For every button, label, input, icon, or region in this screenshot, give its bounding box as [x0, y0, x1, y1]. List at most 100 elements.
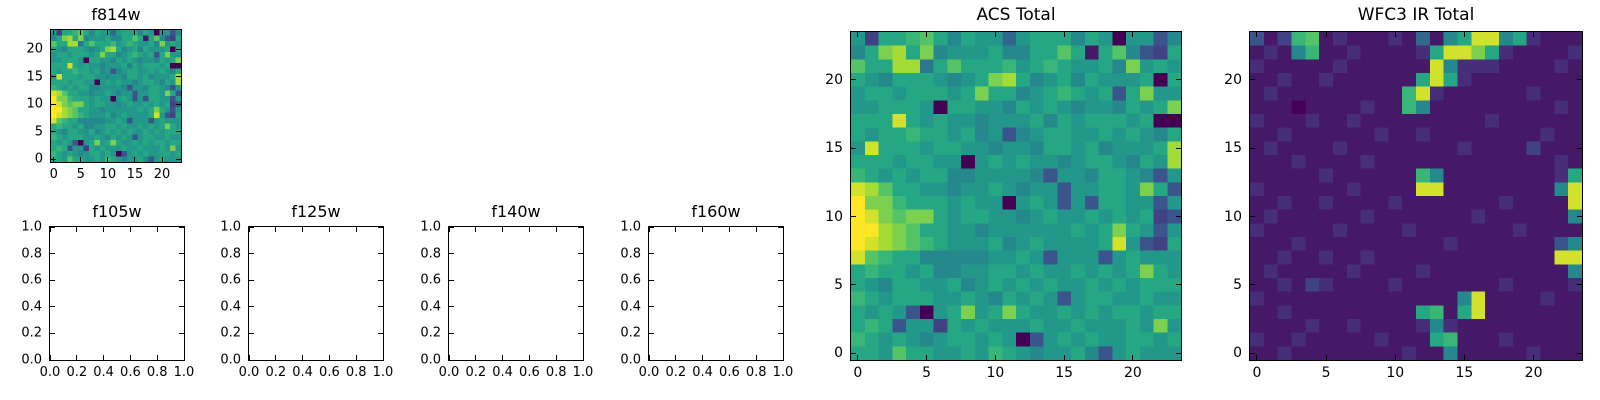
tick-mark-y — [176, 76, 181, 78]
tick-mark-x — [382, 227, 384, 232]
x-tick-label: 0.2 — [665, 365, 687, 380]
x-tick-label: 15 — [126, 167, 144, 182]
y-tick-label: 1.0 — [620, 219, 641, 235]
x-tick-label: 0 — [853, 365, 863, 381]
tick-mark-x — [1063, 32, 1065, 37]
tick-mark-x — [302, 355, 304, 360]
tick-mark-x — [80, 157, 82, 162]
subplot-acs-total: ACS Total 0 5 10 15 20 0 5 10 15 20 — [825, 6, 1182, 380]
tick-mark-y — [378, 359, 383, 361]
tick-mark-x — [728, 227, 730, 232]
tick-mark-y — [1250, 352, 1255, 354]
tick-mark-x — [49, 227, 51, 232]
tick-mark-y — [851, 216, 856, 217]
tick-mark-y — [249, 226, 254, 228]
tick-mark-x — [1325, 355, 1327, 360]
x-tick-label: 0.0 — [238, 365, 260, 380]
tick-mark-x — [1256, 355, 1258, 360]
x-tick-label: 0.8 — [545, 365, 567, 380]
tick-mark-x — [107, 30, 109, 35]
tick-mark-y — [778, 253, 783, 255]
heatmap-image — [851, 32, 1181, 360]
tick-mark-y — [778, 359, 783, 361]
tick-mark-x — [1463, 32, 1465, 37]
y-tick-label: 0.4 — [21, 299, 42, 315]
subplot-f140w: f140w 0.0 0.2 0.4 0.6 0.8 1.0 0.0 0.2 0.4 0.6 0.8 1… — [420, 203, 593, 380]
subplot-f125w: f125w 0.0 0.2 0.4 0.6 0.8 1.0 0.0 0.2 0.4 0.6 0.8 1… — [220, 203, 393, 379]
x-tick-label: 1.0 — [572, 365, 594, 380]
tick-mark-y — [249, 306, 254, 308]
tick-mark-x — [502, 355, 504, 360]
x-tick-label: 20 — [1524, 365, 1543, 381]
y-tick-label: 0.0 — [21, 352, 42, 368]
tick-mark-y — [449, 226, 454, 228]
tick-mark-x — [328, 227, 330, 232]
tick-mark-y — [378, 226, 383, 228]
y-tick-label: 0.2 — [21, 325, 42, 341]
y-tick-label: 0.8 — [420, 246, 441, 262]
tick-mark-y — [449, 306, 454, 308]
tick-mark-x — [782, 227, 784, 232]
y-tick-label: 0.6 — [420, 272, 441, 288]
tick-mark-y — [649, 332, 654, 334]
tick-mark-x — [107, 157, 109, 162]
y-tick-label: 1.0 — [21, 219, 42, 235]
tick-mark-x — [702, 227, 704, 232]
y-tick-label: 20 — [1224, 71, 1242, 88]
x-tick-label: 0.2 — [66, 365, 88, 380]
y-tick-label: 0 — [1233, 345, 1242, 362]
tick-mark-x — [248, 355, 250, 360]
tick-mark-y — [51, 48, 56, 50]
tick-mark-x — [302, 227, 304, 232]
y-tick-label: 0.8 — [220, 246, 241, 262]
tick-mark-y — [851, 284, 856, 286]
tick-mark-y — [249, 332, 254, 334]
tick-mark-x — [275, 355, 277, 360]
x-tick-label: 0.4 — [492, 365, 513, 380]
axes-f814w: 0 5 10 15 20 0 5 10 15 20 — [26, 29, 182, 181]
x-tick-label: 10 — [986, 365, 1005, 381]
tick-mark-y — [179, 279, 184, 281]
tick-mark-y — [1250, 147, 1255, 149]
tick-mark-x — [448, 227, 450, 232]
heatmap-image — [51, 30, 181, 162]
x-tick-label: 0.6 — [319, 365, 340, 380]
tick-mark-x — [555, 355, 557, 360]
heatmap-image — [1250, 32, 1582, 360]
tick-mark-y — [50, 279, 55, 281]
tick-mark-y — [50, 306, 55, 308]
axes-f105w: 0.0 0.2 0.4 0.6 0.8 1.0 0.0 0.2 0.4 0.6 0.8 1.0 — [21, 221, 194, 380]
x-tick-label: 0.0 — [438, 365, 460, 380]
y-tick-label: 0.2 — [420, 325, 441, 341]
x-tick-label: 1.0 — [173, 365, 195, 380]
x-tick-label: 0.8 — [345, 365, 367, 380]
x-tick-label: 0 — [49, 167, 58, 182]
tick-mark-y — [778, 279, 783, 281]
tick-mark-x — [1394, 32, 1396, 37]
tick-mark-x — [857, 32, 859, 37]
tick-mark-y — [851, 79, 856, 81]
tick-mark-x — [994, 355, 996, 360]
tick-mark-x — [328, 355, 330, 360]
tick-mark-x — [1325, 32, 1327, 37]
y-tick-label: 0.0 — [420, 352, 441, 368]
axes-f140w: 0.0 0.2 0.4 0.6 0.8 1.0 0.0 0.2 0.4 0.6 0.8 1.0 — [420, 221, 593, 380]
tick-mark-y — [578, 306, 583, 308]
tick-mark-y — [1176, 79, 1181, 81]
axes-wfc3-ir-total: 0 5 10 15 20 0 5 10 15 20 — [1224, 31, 1583, 380]
tick-mark-x — [183, 227, 185, 232]
y-tick-label: 15 — [825, 140, 843, 157]
tick-mark-x — [156, 355, 158, 360]
tick-mark-y — [51, 103, 56, 105]
tick-mark-x — [1256, 32, 1258, 37]
plot-title-f140w: f140w — [491, 202, 541, 222]
tick-mark-y — [1176, 147, 1181, 149]
x-tick-label: 15 — [1455, 365, 1474, 381]
tick-mark-y — [778, 332, 783, 334]
y-tick-label: 0.0 — [220, 352, 241, 368]
tick-mark-x — [76, 227, 78, 232]
plot-title-f814w: f814w — [91, 5, 141, 25]
tick-mark-y — [176, 48, 181, 50]
y-tick-label: 0.4 — [420, 299, 441, 315]
tick-mark-x — [675, 355, 677, 360]
